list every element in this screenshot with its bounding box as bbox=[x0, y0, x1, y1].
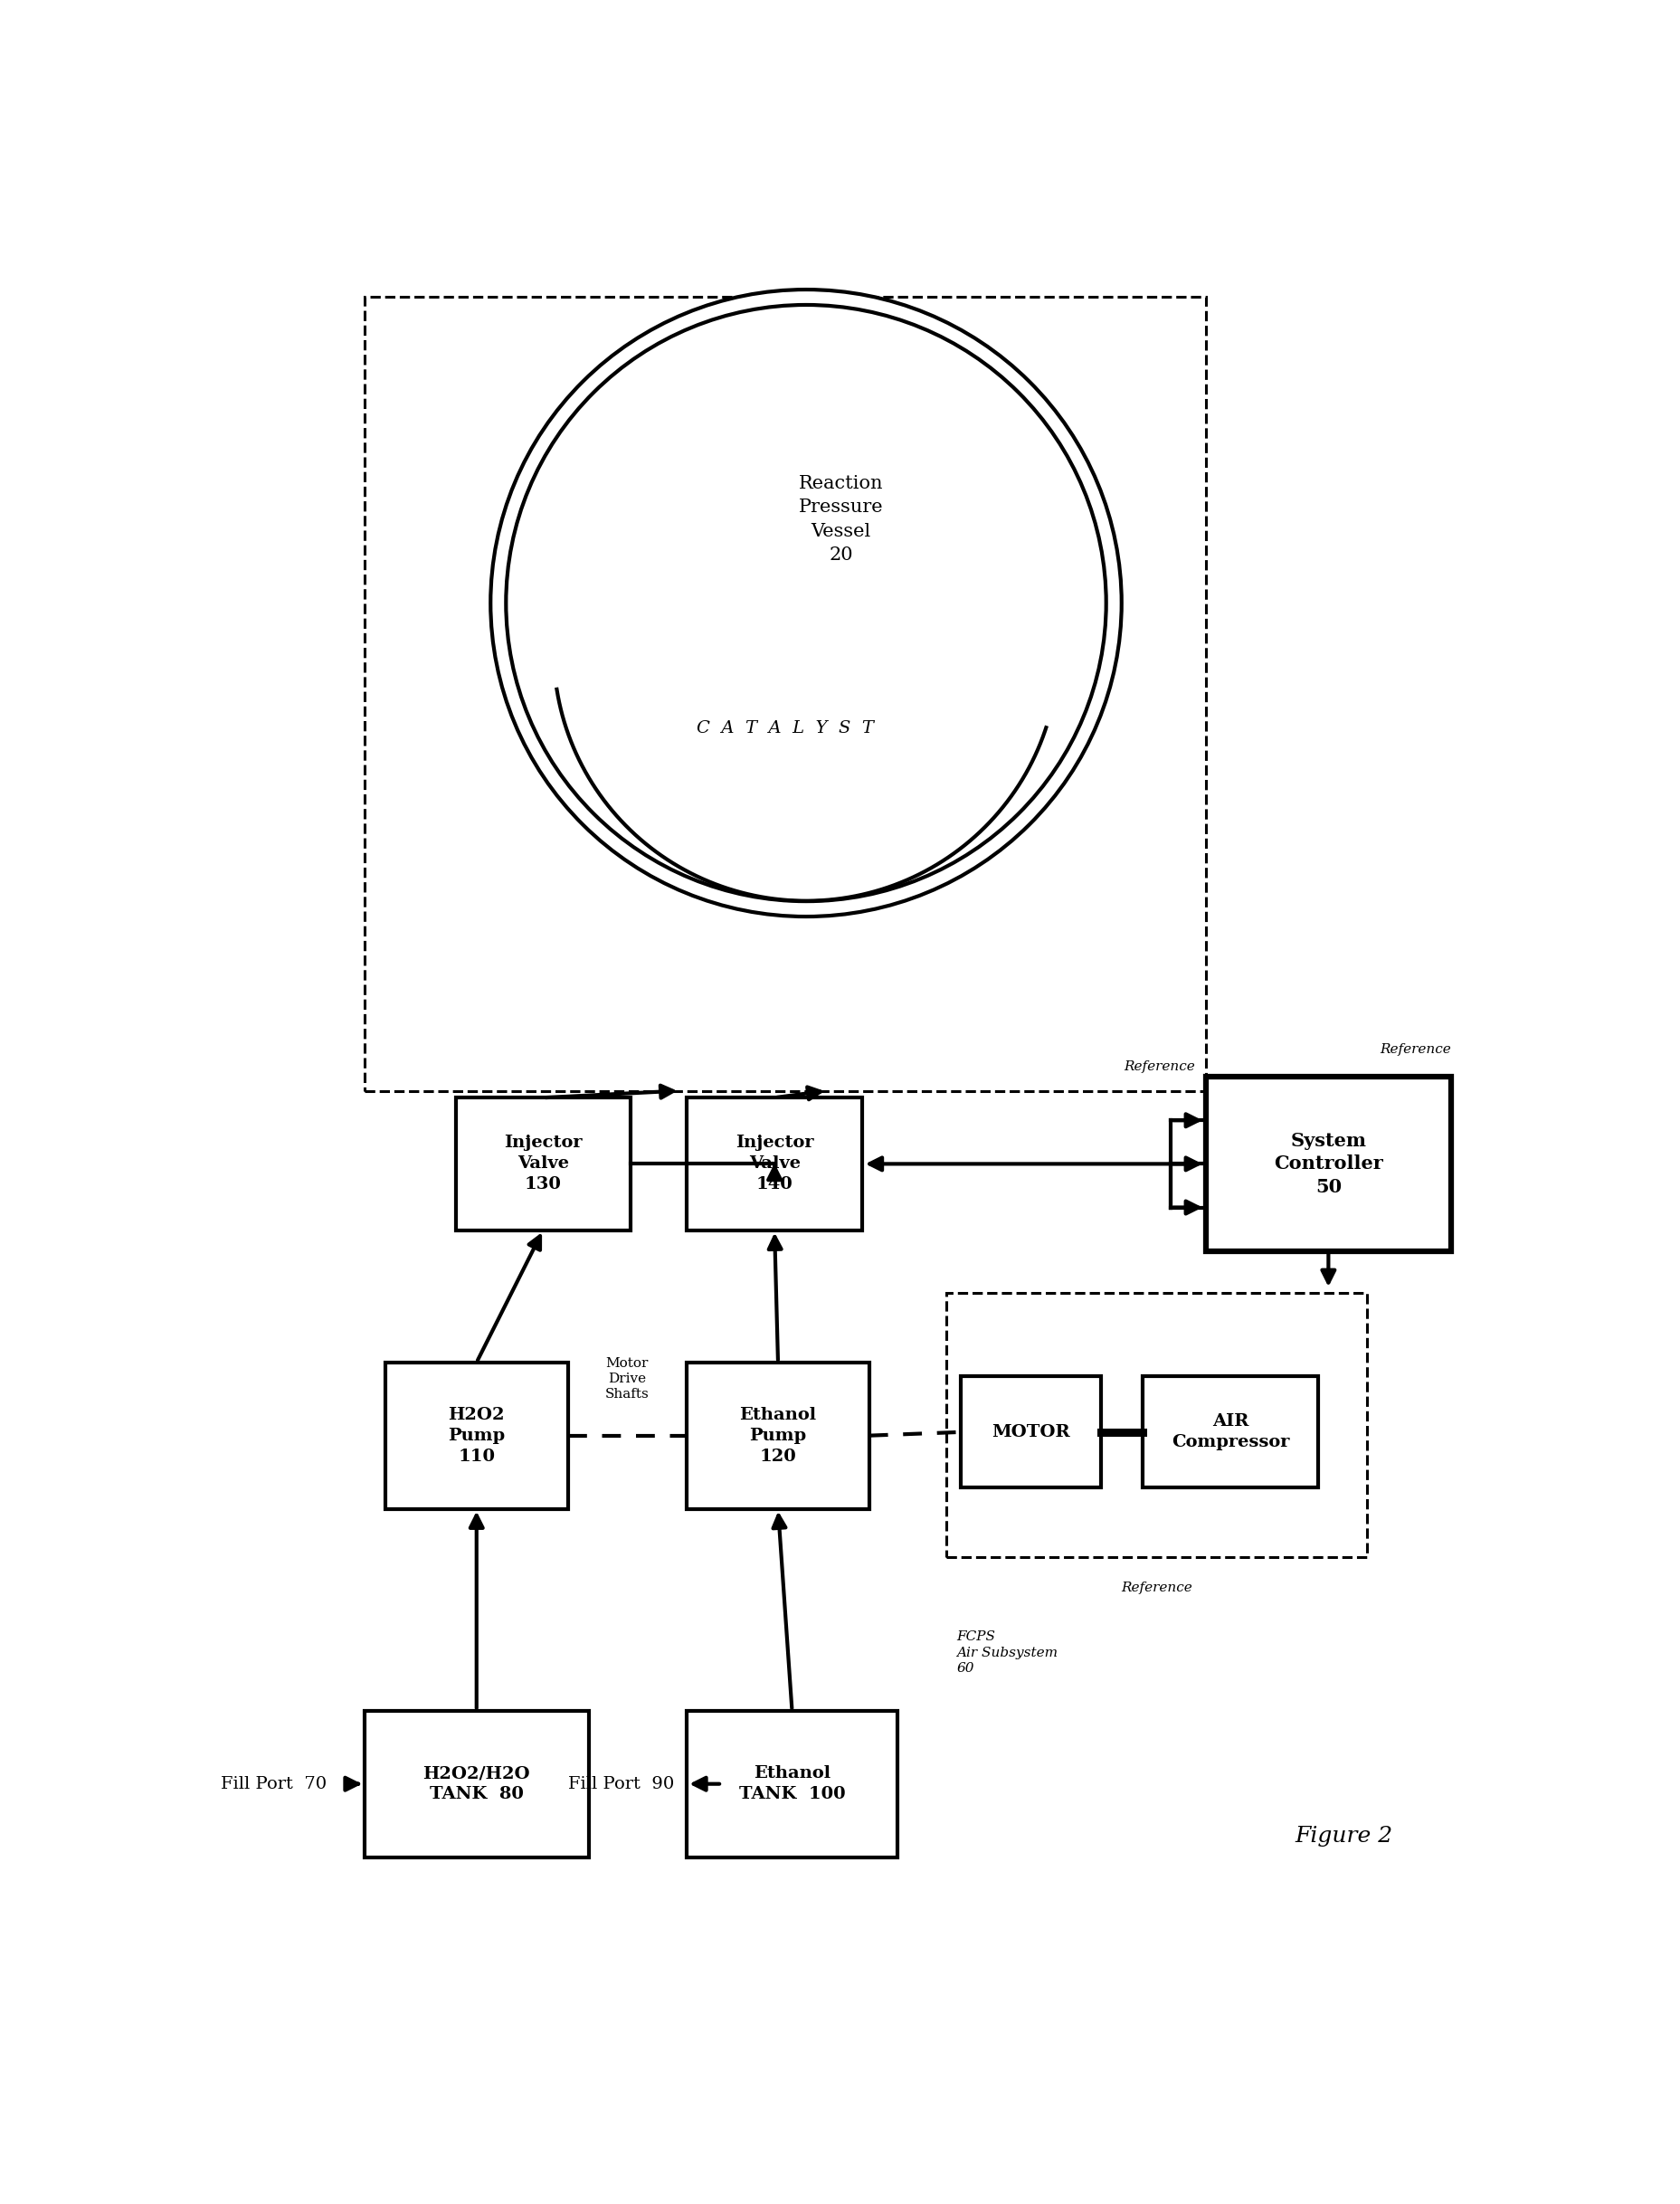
Text: MOTOR: MOTOR bbox=[991, 1424, 1068, 1439]
Text: Motor
Drive
Shafts: Motor Drive Shafts bbox=[605, 1358, 648, 1402]
Text: FCPS
Air Subsystem
60: FCPS Air Subsystem 60 bbox=[956, 1631, 1058, 1675]
Bar bbox=[385, 1362, 568, 1510]
Circle shape bbox=[491, 289, 1121, 917]
Bar bbox=[365, 1710, 588, 1858]
Text: Injector
Valve
130: Injector Valve 130 bbox=[504, 1135, 581, 1192]
Text: H2O2
Pump
110: H2O2 Pump 110 bbox=[449, 1406, 504, 1463]
Text: AIR
Compressor: AIR Compressor bbox=[1171, 1413, 1289, 1450]
Bar bbox=[1205, 1078, 1450, 1252]
Text: System
Controller
50: System Controller 50 bbox=[1273, 1131, 1383, 1197]
Text: C  A  T  A  L  Y  S  T: C A T A L Y S T bbox=[696, 721, 874, 736]
Bar bbox=[946, 1294, 1366, 1558]
Bar bbox=[687, 1710, 897, 1858]
Bar bbox=[959, 1375, 1100, 1488]
Text: Figure 2: Figure 2 bbox=[1294, 1825, 1391, 1847]
Text: Reference: Reference bbox=[1124, 1060, 1194, 1073]
Bar bbox=[365, 298, 1205, 1091]
Bar bbox=[687, 1098, 862, 1230]
Text: Injector
Valve
140: Injector Valve 140 bbox=[734, 1135, 813, 1192]
Bar bbox=[1142, 1375, 1317, 1488]
Text: Ethanol
Pump
120: Ethanol Pump 120 bbox=[739, 1406, 816, 1463]
Text: Fill Port  70: Fill Port 70 bbox=[220, 1776, 326, 1792]
Circle shape bbox=[506, 304, 1105, 901]
Bar bbox=[687, 1362, 869, 1510]
Text: H2O2/H2O
TANK  80: H2O2/H2O TANK 80 bbox=[423, 1765, 529, 1803]
Circle shape bbox=[521, 320, 1090, 886]
Text: Ethanol
TANK  100: Ethanol TANK 100 bbox=[739, 1765, 845, 1803]
Text: Reaction
Pressure
Vessel
20: Reaction Pressure Vessel 20 bbox=[798, 474, 884, 564]
Text: Reference: Reference bbox=[1379, 1042, 1450, 1056]
Text: Fill Port  90: Fill Port 90 bbox=[568, 1776, 674, 1792]
Bar bbox=[455, 1098, 630, 1230]
Text: Reference: Reference bbox=[1121, 1582, 1191, 1593]
